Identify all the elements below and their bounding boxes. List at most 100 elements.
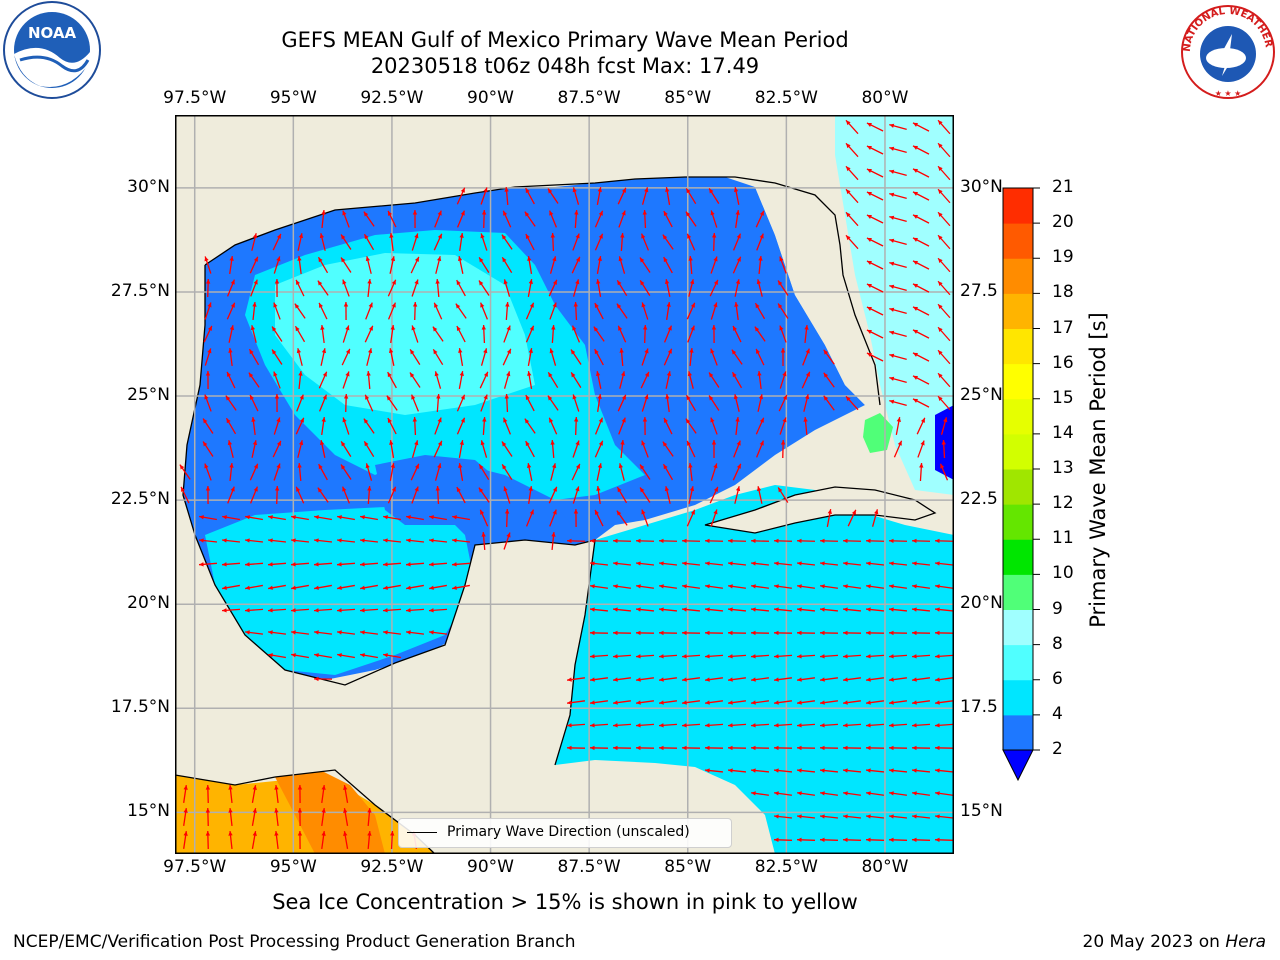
wave-arrow-729 xyxy=(865,837,885,843)
wave-arrow-517 xyxy=(727,584,747,589)
wave-arrow-2 xyxy=(889,123,907,130)
wave-arrow-616 xyxy=(911,677,931,682)
wave-arrow-575 xyxy=(888,630,908,636)
wave-arrow-328 xyxy=(803,416,808,436)
wave-arrow-257 xyxy=(619,371,626,389)
wave-arrow-168 xyxy=(710,302,718,320)
wave-arrow-258 xyxy=(640,371,650,389)
wave-arrow-580 xyxy=(314,653,332,659)
wave-arrow-343 xyxy=(458,440,464,458)
wave-arrow-713 xyxy=(934,814,954,819)
wave-arrow-100 xyxy=(527,256,533,274)
wave-arrow-530 xyxy=(290,608,310,613)
wave-arrow-107 xyxy=(688,255,693,275)
wave-arrow-241 xyxy=(248,372,260,388)
wave-arrow-483 xyxy=(451,562,471,567)
wave-arrow-611 xyxy=(796,677,816,682)
wave-arrow-179 xyxy=(271,326,283,342)
wave-arrow-245 xyxy=(342,371,350,389)
wave-arrow-83 xyxy=(889,238,907,245)
wave-arrow-350 xyxy=(620,439,625,459)
wave-arrow-546 xyxy=(796,607,816,612)
wave-arrow-374 xyxy=(478,463,490,481)
wave-arrow-312 xyxy=(434,417,442,435)
wave-arrow-332 xyxy=(202,441,214,457)
lon-tick-top-1: 95°W xyxy=(269,88,317,108)
wave-arrow-664 xyxy=(842,745,862,751)
lon-tick-bottom-5: 85°W xyxy=(664,857,712,877)
lon-tick-bottom-2: 92.5°W xyxy=(360,857,424,877)
wave-arrow-579 xyxy=(291,653,309,659)
colorbar-tick-16: 21 xyxy=(1052,177,1074,197)
wave-arrow-372 xyxy=(434,463,442,481)
wave-arrow-286 xyxy=(572,394,580,412)
wave-arrow-726 xyxy=(796,837,816,843)
wave-arrow-316 xyxy=(524,418,536,434)
wave-arrow-8 xyxy=(912,145,930,155)
wave-arrow-398 xyxy=(411,486,419,504)
wave-arrow-190 xyxy=(525,325,535,343)
wave-arrow-73 xyxy=(594,233,604,251)
wave-arrow-203 xyxy=(866,329,884,339)
wave-arrow-446 xyxy=(336,538,356,543)
wave-arrow-270 xyxy=(204,394,212,412)
colorbar-segment-4 xyxy=(1003,574,1033,610)
wave-arrow-533 xyxy=(359,608,379,613)
wave-arrow-707 xyxy=(796,814,816,819)
wave-arrow-256 xyxy=(595,371,602,389)
wave-arrow-91 xyxy=(317,256,329,274)
wave-arrow-550 xyxy=(888,607,908,612)
wave-arrow-685 xyxy=(297,784,303,804)
wave-arrow-656 xyxy=(658,745,678,751)
wave-arrow-432 xyxy=(594,509,604,527)
wave-arrow-248 xyxy=(409,372,421,388)
wave-arrow-120 xyxy=(295,279,305,297)
wave-arrow-178 xyxy=(250,325,257,343)
wave-arrow-219 xyxy=(480,348,488,366)
wave-arrow-564 xyxy=(635,630,655,636)
wave-arrow-46 xyxy=(618,210,626,228)
wave-arrow-633 xyxy=(911,700,931,705)
wave-arrow-459 xyxy=(658,538,678,544)
wave-arrow-206 xyxy=(937,326,951,342)
wave-arrow-264 xyxy=(779,371,787,389)
wave-arrow-44 xyxy=(574,209,579,229)
wave-arrow-334 xyxy=(251,440,258,458)
legend: Primary Wave Direction (unscaled) xyxy=(398,818,732,848)
lat-tick-right-0: 30°N xyxy=(960,176,1003,197)
wave-arrow-92 xyxy=(340,257,352,273)
wave-arrow-366 xyxy=(297,462,302,482)
wave-arrow-514 xyxy=(658,584,678,589)
wave-arrow-271 xyxy=(225,395,237,411)
lat-tick-left-5: 17.5°N xyxy=(110,697,170,718)
wave-arrow-293 xyxy=(733,394,740,412)
colorbar-segment-15 xyxy=(1003,188,1033,224)
wave-arrow-361 xyxy=(179,464,191,480)
wave-arrow-690 xyxy=(796,791,816,796)
colorbar-tick-4: 9 xyxy=(1052,598,1063,619)
wave-arrow-337 xyxy=(319,440,326,458)
wave-arrow-308 xyxy=(342,417,350,435)
wave-arrow-689 xyxy=(773,791,793,796)
colorbar-segment-14 xyxy=(1003,223,1033,259)
wave-arrow-537 xyxy=(589,607,609,612)
wave-arrow-501 xyxy=(245,584,263,590)
wave-arrow-426 xyxy=(452,515,470,521)
wave-arrow-601 xyxy=(566,677,586,682)
wave-arrow-419 xyxy=(291,515,309,521)
wave-arrow-642 xyxy=(727,723,747,728)
wave-arrow-101 xyxy=(549,256,557,274)
wave-arrow-396 xyxy=(367,485,372,505)
wave-arrow-117 xyxy=(226,279,236,297)
wave-arrow-202 xyxy=(804,324,809,344)
wave-arrow-222 xyxy=(549,348,557,366)
wave-arrow-134 xyxy=(616,279,628,297)
wave-arrow-341 xyxy=(411,440,419,458)
wave-arrow-573 xyxy=(842,630,862,636)
noaa-logo: NOAA xyxy=(3,1,101,99)
wave-arrow-686 xyxy=(321,784,326,804)
wave-arrow-569 xyxy=(750,630,770,636)
wave-arrow-320 xyxy=(618,417,626,435)
wave-arrow-309 xyxy=(363,418,375,434)
colorbar-tick-3: 8 xyxy=(1052,633,1063,654)
